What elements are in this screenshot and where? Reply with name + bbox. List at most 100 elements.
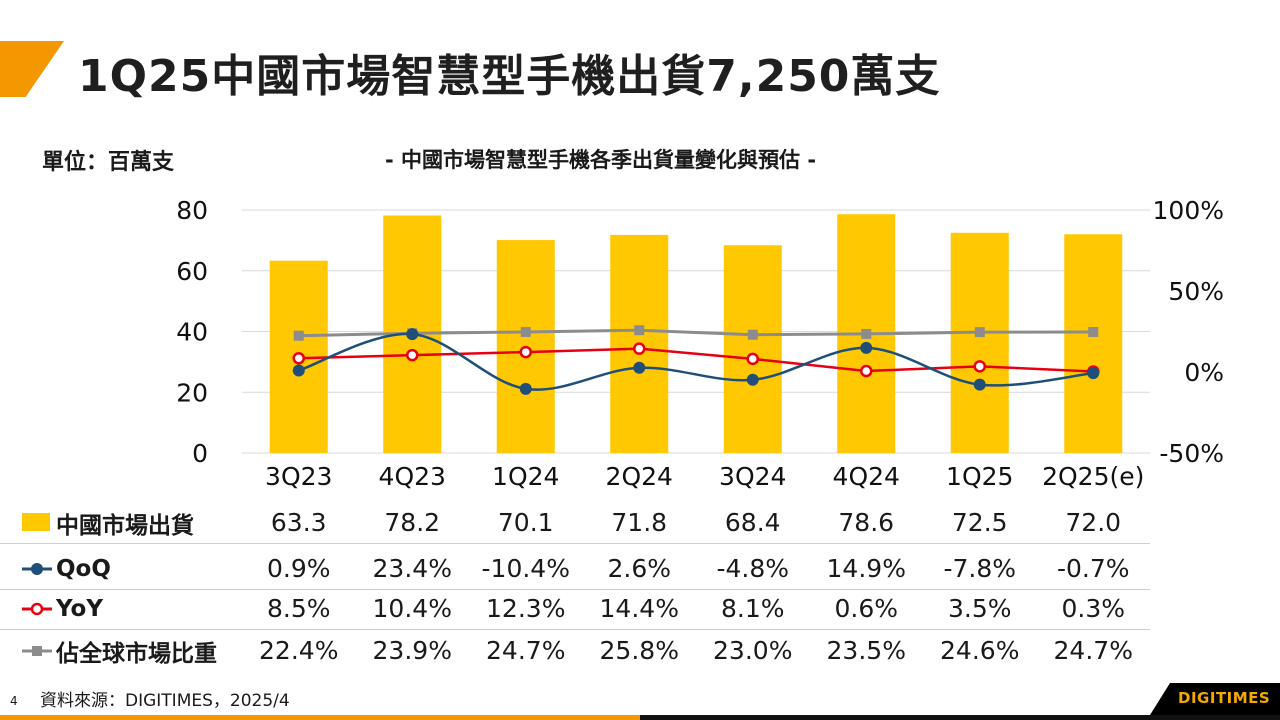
table-cell: 78.6 bbox=[838, 508, 895, 537]
qoq-line bbox=[298, 332, 1094, 391]
table-cell: 23.4% bbox=[372, 554, 452, 583]
footer-bar-orange bbox=[0, 715, 640, 720]
qoq-point bbox=[519, 382, 532, 395]
table-cell: 72.5 bbox=[951, 508, 1008, 537]
table-cell: 0.3% bbox=[1061, 594, 1125, 623]
legend-key-share bbox=[22, 641, 52, 661]
x-tick-label: 3Q23 bbox=[265, 462, 332, 491]
y-right-tick-label: 50% bbox=[1168, 277, 1224, 306]
table-cell: 2.6% bbox=[607, 554, 671, 583]
x-tick-label: 3Q24 bbox=[719, 462, 786, 491]
table-cell: -10.4% bbox=[481, 554, 570, 583]
yoy-point bbox=[746, 352, 759, 366]
table-cell: -7.8% bbox=[943, 554, 1017, 583]
brand-logo: DIGITIMES bbox=[1150, 683, 1280, 715]
table-cell: 10.4% bbox=[372, 594, 452, 623]
qoq-point bbox=[860, 341, 873, 354]
qoq-point bbox=[1087, 367, 1100, 380]
x-tick-label: 4Q24 bbox=[833, 462, 900, 491]
table-row-bar: 中國市場出貨 63.3 78.2 70.1 71.8 68.4 78.6 72.5 72.0 bbox=[0, 503, 1150, 544]
table-cell: 24.7% bbox=[486, 636, 566, 665]
yoy-point bbox=[860, 364, 873, 378]
table-cell: 14.4% bbox=[599, 594, 679, 623]
x-tick-label: 1Q24 bbox=[492, 462, 559, 491]
legend-bar: 中國市場出貨 bbox=[22, 503, 194, 543]
y-left-tick-label: 80 bbox=[176, 196, 208, 225]
qoq-point bbox=[633, 361, 646, 374]
share-point bbox=[293, 330, 304, 341]
x-tick-label: 2Q25(e) bbox=[1042, 462, 1144, 491]
slide-title: 1Q25中國市場智慧型手機出貨7,250萬支 bbox=[78, 51, 941, 102]
unit-label: 單位：百萬支 bbox=[42, 150, 175, 175]
table-cell: 3.5% bbox=[947, 594, 1012, 623]
legend-share: 佔全球市場比重 bbox=[22, 631, 217, 671]
legend-key-yoy bbox=[22, 599, 52, 619]
y-right-tick-label: 100% bbox=[1153, 196, 1224, 225]
table-cell: 72.0 bbox=[1065, 508, 1122, 537]
table-cell: 78.2 bbox=[384, 508, 441, 537]
x-tick-label: 1Q25 bbox=[946, 462, 1013, 491]
share-point bbox=[974, 327, 985, 338]
share-point bbox=[1088, 326, 1099, 337]
yoy-point bbox=[633, 342, 646, 355]
qoq-point bbox=[292, 364, 305, 377]
qoq-point bbox=[746, 373, 759, 386]
y-right-tick-label: -50% bbox=[1159, 439, 1224, 468]
yoy-point bbox=[292, 351, 305, 365]
legend-key-bar bbox=[22, 513, 52, 533]
table-cell: -0.7% bbox=[1056, 554, 1130, 583]
legend-label: 佔全球市場比重 bbox=[56, 641, 217, 667]
share-point bbox=[861, 328, 872, 339]
table-cell: 8.5% bbox=[266, 594, 331, 623]
table-cell: 0.6% bbox=[834, 594, 898, 623]
y-left-tick-label: 40 bbox=[176, 318, 208, 347]
table-cell: 23.5% bbox=[826, 636, 906, 665]
legend-label: 中國市場出貨 bbox=[56, 513, 194, 539]
table-cell: 24.6% bbox=[940, 636, 1020, 665]
share-point bbox=[520, 326, 531, 337]
brand-logo-text: DIGITIMES bbox=[1178, 689, 1271, 707]
x-tick-label: 2Q24 bbox=[606, 462, 673, 491]
legend-key-qoq bbox=[22, 559, 52, 579]
table-cell: 0.9% bbox=[266, 554, 331, 583]
bar-2q25(e) bbox=[1064, 234, 1123, 453]
table-cell: 68.4 bbox=[724, 508, 781, 537]
x-tick-label: 4Q23 bbox=[379, 462, 446, 491]
combo-chart: 0 20 40 60 80 -50% 0% 50% 100% 3Q23 4Q23 1Q24 2Q24 3Q… bbox=[176, 196, 1224, 491]
table-row-qoq: QoQ 0.9% 23.4% -10.4% 2.6% -4.8% 14.9% -7.8% -0.… bbox=[0, 549, 1150, 590]
table-cell: 12.3% bbox=[486, 594, 566, 623]
table-cell: 70.1 bbox=[497, 508, 554, 537]
legend-qoq: QoQ bbox=[22, 549, 111, 589]
page-number: 4 bbox=[10, 694, 18, 708]
qoq-point bbox=[973, 378, 986, 391]
y-right-tick-label: 0% bbox=[1184, 358, 1224, 387]
y-left-tick-label: 0 bbox=[192, 439, 208, 468]
qoq-point bbox=[406, 328, 419, 341]
table-row-yoy: YoY 8.5% 10.4% 12.3% 14.4% 8.1% 0.6% 3.5% 0.3% bbox=[0, 589, 1150, 630]
table-cell: 25.8% bbox=[599, 636, 679, 665]
bar-3q24 bbox=[723, 245, 782, 453]
legend-label: QoQ bbox=[56, 556, 111, 582]
table-cell: 24.7% bbox=[1053, 636, 1133, 665]
legend-label: YoY bbox=[56, 596, 103, 622]
table-row-share: 佔全球市場比重 22.4% 23.9% 24.7% 25.8% 23.0% 23.5% 24.… bbox=[0, 631, 1150, 671]
share-point bbox=[747, 329, 758, 340]
table-cell: 23.9% bbox=[372, 636, 452, 665]
yoy-point bbox=[973, 360, 986, 373]
y-left-tick-label: 20 bbox=[176, 378, 208, 407]
footer-bar-dark bbox=[640, 715, 1280, 720]
table-cell: 23.0% bbox=[713, 636, 793, 665]
table-cell: 14.9% bbox=[826, 554, 906, 583]
table-cell: 71.8 bbox=[611, 508, 668, 537]
y-left-tick-label: 60 bbox=[176, 257, 208, 286]
chart-title: - 中國市場智慧型手機各季出貨量變化與預估 - bbox=[385, 148, 817, 172]
table-cell: 63.3 bbox=[270, 508, 327, 537]
source-note: 資料來源：DIGITIMES，2025/4 bbox=[40, 691, 290, 711]
table-cell: 22.4% bbox=[259, 636, 339, 665]
yoy-point bbox=[406, 348, 419, 362]
bar-1q25 bbox=[950, 232, 1009, 453]
table-cell: -4.8% bbox=[716, 554, 790, 583]
yoy-point bbox=[519, 345, 532, 359]
share-line bbox=[298, 328, 1094, 338]
yoy-line bbox=[298, 347, 1094, 373]
